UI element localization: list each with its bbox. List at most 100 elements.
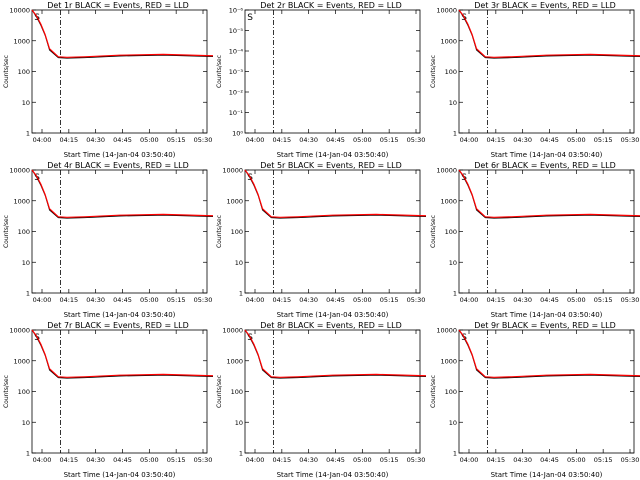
- x-tick-label: 04:15: [59, 456, 78, 464]
- panel-title: Det 6r BLACK = Events, RED = LLD: [474, 161, 616, 170]
- y-tick-label: 10: [235, 419, 243, 427]
- y-axis-title: Counts/sec: [216, 215, 223, 248]
- y-tick-label: 1: [453, 450, 457, 458]
- y-axis-title: Counts/sec: [3, 215, 10, 248]
- panel-title: Det 5r BLACK = Events, RED = LLD: [260, 161, 402, 170]
- x-tick-label: 05:30: [621, 456, 640, 464]
- detector-panel: Det 5r BLACK = Events, RED = LLD 1 10 100 10…: [216, 161, 426, 319]
- x-tick-label: 05:15: [167, 296, 186, 304]
- y-tick-label: 100: [18, 68, 30, 76]
- y-tick-label: 1000: [13, 37, 30, 45]
- lld-series-line: [31, 9, 213, 58]
- x-axis-title: Start Time (14-Jan-04 03:50:40): [64, 471, 176, 479]
- y-tick-label: 10: [449, 99, 457, 107]
- x-tick-label: 05:00: [353, 456, 372, 464]
- x-tick-label: 04:30: [299, 456, 318, 464]
- x-tick-label: 05:30: [407, 456, 426, 464]
- y-tick-label: 1000: [440, 357, 457, 365]
- x-tick-label: 05:30: [621, 296, 640, 304]
- y-tick-label: 10000: [436, 167, 457, 175]
- x-tick-label: 05:15: [167, 136, 186, 144]
- y-tick-label: 1: [453, 130, 457, 138]
- y-tick-label: 1: [453, 290, 457, 298]
- x-tick-label: 05:30: [194, 136, 213, 144]
- x-tick-label: 05:30: [407, 296, 426, 304]
- x-axis-title: Start Time (14-Jan-04 03:50:40): [277, 471, 389, 479]
- plot-frame: [458, 169, 635, 294]
- x-tick-label: 04:15: [59, 136, 78, 144]
- x-tick-label: 04:00: [460, 296, 479, 304]
- x-axis-title: Start Time (14-Jan-04 03:50:40): [491, 311, 603, 319]
- x-tick-label: 05:15: [167, 456, 186, 464]
- x-tick-label: 05:30: [194, 296, 213, 304]
- y-tick-label: 10000: [436, 327, 457, 335]
- y-tick-label: 10000: [9, 327, 30, 335]
- y-tick-label: 10⁻⁵: [229, 27, 244, 35]
- y-tick-label: 10000: [9, 167, 30, 175]
- events-series-line: [31, 9, 213, 59]
- y-tick-label: 10⁻²: [229, 89, 244, 97]
- x-tick-label: 04:45: [326, 456, 345, 464]
- x-tick-label: 04:45: [113, 136, 132, 144]
- x-tick-label: 04:30: [513, 296, 532, 304]
- lld-series-line: [458, 9, 640, 58]
- x-tick-label: 05:00: [567, 296, 586, 304]
- y-tick-label: 10000: [9, 7, 30, 15]
- detector-panel: Det 6r BLACK = Events, RED = LLD 1 10 100 10…: [430, 161, 640, 319]
- x-tick-label: 04:15: [272, 136, 291, 144]
- lld-series-line: [31, 329, 213, 378]
- panel-title: Det 8r BLACK = Events, RED = LLD: [260, 321, 402, 330]
- detector-panel: Det 1r BLACK = Events, RED = LLD 1 10 100 10…: [3, 1, 213, 159]
- x-tick-label: 05:30: [194, 456, 213, 464]
- flag-label: S: [247, 13, 253, 23]
- x-axis-title: Start Time (14-Jan-04 03:50:40): [277, 151, 389, 159]
- events-series-line: [458, 169, 640, 219]
- y-tick-label: 10⁻⁶: [229, 7, 244, 15]
- y-tick-label: 100: [18, 388, 30, 396]
- x-tick-label: 04:00: [246, 456, 265, 464]
- events-series-line: [244, 329, 426, 379]
- y-tick-label: 1000: [226, 197, 243, 205]
- x-tick-label: 04:30: [86, 136, 105, 144]
- y-tick-label: 1000: [440, 37, 457, 45]
- y-tick-label: 100: [231, 228, 243, 236]
- x-tick-label: 04:45: [540, 296, 559, 304]
- y-axis-title: Counts/sec: [430, 55, 437, 88]
- x-axis-title: Start Time (14-Jan-04 03:50:40): [491, 471, 603, 479]
- y-tick-label: 10: [22, 99, 30, 107]
- x-tick-label: 04:00: [460, 136, 479, 144]
- events-series-line: [458, 329, 640, 379]
- x-tick-label: 04:30: [299, 136, 318, 144]
- detector-panel: Det 8r BLACK = Events, RED = LLD 1 10 100 10…: [216, 321, 426, 479]
- x-tick-label: 04:00: [246, 136, 265, 144]
- plot-frame: [31, 329, 208, 454]
- y-tick-label: 10⁻¹: [229, 109, 244, 117]
- x-tick-label: 04:00: [33, 136, 52, 144]
- x-tick-label: 04:00: [246, 296, 265, 304]
- y-axis-title: Counts/sec: [216, 55, 223, 88]
- x-tick-label: 04:15: [486, 456, 505, 464]
- panel-title: Det 9r BLACK = Events, RED = LLD: [474, 321, 616, 330]
- lld-series-line: [458, 329, 640, 378]
- y-axis-title: Counts/sec: [430, 375, 437, 408]
- x-tick-label: 05:15: [594, 136, 613, 144]
- x-axis-title: Start Time (14-Jan-04 03:50:40): [64, 151, 176, 159]
- y-tick-label: 10: [22, 419, 30, 427]
- lld-series-line: [244, 329, 426, 378]
- y-tick-label: 100: [445, 388, 457, 396]
- y-tick-label: 1: [26, 130, 30, 138]
- x-tick-label: 04:15: [272, 456, 291, 464]
- y-tick-label: 10⁻³: [229, 68, 244, 76]
- y-tick-label: 1000: [13, 357, 30, 365]
- x-tick-label: 04:30: [513, 136, 532, 144]
- x-tick-label: 05:00: [140, 136, 159, 144]
- x-axis-title: Start Time (14-Jan-04 03:50:40): [491, 151, 603, 159]
- x-tick-label: 05:00: [140, 456, 159, 464]
- y-tick-label: 1000: [226, 357, 243, 365]
- y-axis-title: Counts/sec: [3, 375, 10, 408]
- events-series-line: [31, 329, 213, 379]
- x-tick-label: 05:00: [140, 296, 159, 304]
- plot-frame: [244, 169, 421, 294]
- x-tick-label: 04:15: [272, 296, 291, 304]
